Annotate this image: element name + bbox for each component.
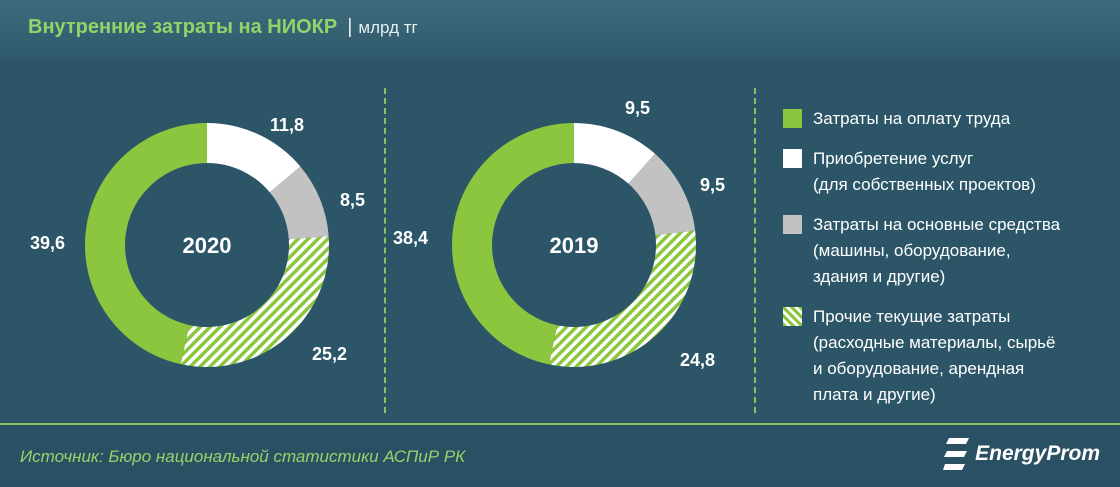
legend-divider	[754, 88, 756, 413]
donut-center-year: 2019	[550, 233, 599, 258]
title-separator: |	[347, 16, 353, 38]
legend-swatch	[783, 109, 802, 128]
legend-text: Приобретение услуг (для собственных прое…	[813, 149, 1036, 194]
chart-divider	[384, 88, 386, 413]
slice-value-label: 8,5	[340, 190, 366, 210]
legend-text: Затраты на оплату труда	[813, 109, 1011, 128]
donut-slice	[269, 166, 329, 240]
donut-slice	[207, 123, 301, 193]
slice-value-label: 38,4	[393, 228, 429, 248]
slice-value-label: 9,5	[700, 175, 726, 195]
footer-rule	[0, 423, 1120, 425]
legend-item: Прочие текущие затраты (расходные матери…	[783, 304, 1113, 408]
footer: Источник: Бюро национальной статистики А…	[0, 425, 1120, 487]
legend-text: Прочие текущие затраты (расходные матери…	[813, 307, 1056, 404]
header-bar: Внутренние затраты на НИОКР | млрд тг	[0, 0, 1120, 58]
legend: Затраты на оплату труда Приобретение услу…	[783, 106, 1113, 422]
logo-text: EnergyProm	[975, 442, 1100, 465]
donut-slice	[452, 123, 574, 365]
donut-slice	[85, 123, 207, 365]
legend-item: Затраты на основные средства (машины, об…	[783, 212, 1113, 290]
slice-value-label: 25,2	[312, 344, 348, 364]
legend-item: Затраты на оплату труда	[783, 106, 1113, 132]
legend-text: Затраты на основные средства (машины, об…	[813, 215, 1061, 286]
legend-swatch	[783, 215, 802, 234]
donut-slice	[628, 153, 696, 236]
legend-swatch	[783, 149, 802, 168]
source-note: Источник: Бюро национальной статистики А…	[20, 447, 466, 466]
unit-label: млрд тг	[358, 18, 418, 37]
donut-slice	[574, 123, 656, 184]
chart-title: Внутренние затраты на НИОКР | млрд тг	[28, 16, 418, 39]
legend-swatch	[783, 307, 802, 326]
legend-item: Приобретение услуг (для собственных прое…	[783, 146, 1113, 198]
title-text: Внутренние затраты на НИОКР	[28, 16, 338, 38]
donut-slice	[180, 236, 329, 367]
slice-value-label: 24,8	[680, 350, 716, 370]
slice-value-label: 9,5	[625, 98, 651, 118]
slice-value-label: 11,8	[270, 115, 305, 135]
slice-value-label: 39,6	[30, 233, 66, 253]
brand-logo: EnergyProm	[943, 437, 1100, 471]
energyprom-logo-icon	[943, 438, 970, 470]
donut-slice	[548, 230, 696, 367]
donut-center-year: 2020	[183, 233, 232, 258]
